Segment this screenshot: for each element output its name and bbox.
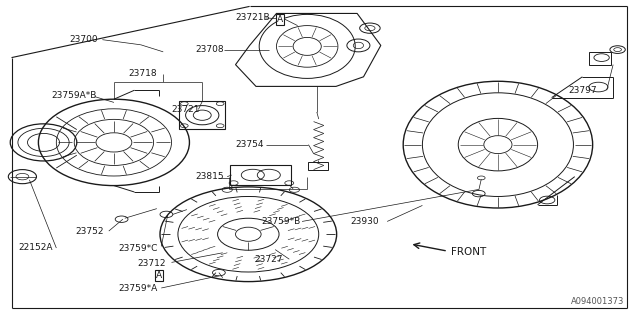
Text: 23752: 23752	[76, 227, 104, 236]
Text: 23708: 23708	[195, 45, 224, 54]
Bar	[179, 101, 225, 129]
Text: A: A	[277, 15, 284, 24]
Bar	[308, 162, 328, 170]
Text: 23815: 23815	[195, 172, 224, 181]
Text: FRONT: FRONT	[451, 247, 486, 257]
Text: 23700: 23700	[69, 35, 98, 44]
Text: 23797: 23797	[568, 86, 597, 95]
Text: 23759A*B: 23759A*B	[51, 92, 97, 100]
Text: 23759*C: 23759*C	[118, 244, 158, 253]
Text: 23712: 23712	[138, 259, 166, 268]
Text: A094001373: A094001373	[571, 297, 624, 306]
Text: 23727: 23727	[255, 255, 284, 264]
Text: 22152A: 22152A	[18, 244, 52, 252]
Text: 23721B: 23721B	[236, 13, 270, 22]
Text: 23930: 23930	[351, 217, 380, 226]
Bar	[230, 165, 291, 185]
Bar	[589, 52, 611, 65]
Text: 23718: 23718	[128, 69, 157, 78]
Text: 23754: 23754	[236, 140, 264, 149]
Text: 23759*A: 23759*A	[118, 284, 157, 293]
Text: A: A	[156, 271, 162, 280]
Polygon shape	[236, 13, 381, 86]
Text: 23759*B: 23759*B	[261, 217, 300, 226]
Text: 23721: 23721	[172, 105, 200, 114]
